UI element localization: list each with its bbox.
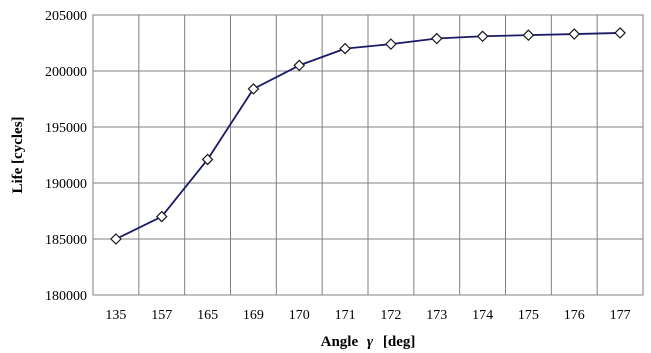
y-tick-label: 185000 [45,233,87,248]
marker-group [110,27,626,245]
x-tick-label: 173 [426,308,447,323]
x-tick-label: 135 [105,308,126,323]
y-tick-label: 195000 [45,121,87,136]
data-point-marker [614,27,626,39]
x-tick-label: 174 [472,308,493,323]
x-tick-label: 172 [380,308,401,323]
y-tick-label: 200000 [45,65,87,80]
x-tick-label: 157 [151,308,172,323]
data-point-marker [385,38,397,50]
data-point-marker [568,28,581,40]
series-line [115,32,621,240]
x-tick-label: 177 [610,308,631,323]
y-tick-label: 180000 [45,289,87,304]
y-tick-label: 190000 [45,177,87,192]
x-tick-label: 176 [564,308,585,323]
data-point-marker [430,32,443,45]
data-point-marker [522,29,535,42]
data-point-marker [476,30,489,43]
x-tick-label: 171 [335,308,356,323]
x-tick-label: 175 [518,308,539,323]
data-point-marker [247,83,260,95]
data-point-marker [155,210,168,223]
x-tick-label: 170 [289,308,310,323]
data-point-marker [201,153,214,166]
x-tick-label: 169 [243,308,264,323]
data-point-marker [110,233,122,245]
series-group [115,32,621,240]
plot-area-border [92,14,644,296]
x-tick-label: 165 [197,308,218,323]
x-axis-title: Angle γ [deg] [321,334,416,350]
x-axis-title-suffix: [deg] [383,334,416,350]
x-axis-title-prefix: Angle [321,334,359,350]
data-point-marker [339,42,351,55]
data-point-marker [293,59,306,72]
y-axis-title: Life [cycles] [10,116,26,193]
x-axis-title-symbol: γ [367,334,374,350]
y-axis-tick-labels: 180000 185000 190000 195000 200000 205000 [45,9,87,304]
y-tick-label: 205000 [45,9,87,24]
x-axis-tick-labels: 135 157 165 169 170 171 172 173 174 175 176 177 [105,308,630,323]
